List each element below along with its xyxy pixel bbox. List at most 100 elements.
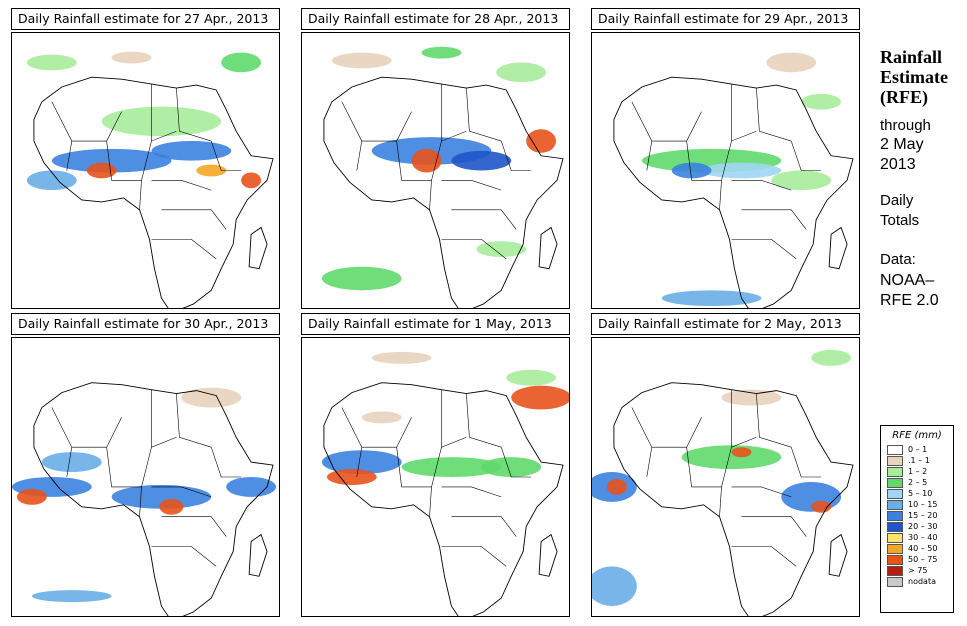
country-border — [741, 516, 807, 537]
legend-label: .1 – 1 — [908, 456, 930, 465]
rainfall-area — [331, 52, 392, 69]
rainfall-area — [151, 141, 232, 161]
country-border — [106, 437, 177, 488]
country-border — [646, 447, 653, 478]
country-border — [66, 140, 73, 171]
heading-line-2: Estimate — [880, 67, 948, 87]
rainfall-area — [31, 590, 112, 603]
legend-item: 0 – 1 — [887, 444, 953, 455]
rainfall-area — [476, 241, 527, 257]
legend-swatch — [887, 554, 903, 565]
legend-swatch — [887, 499, 903, 510]
rainfall-map[interactable] — [591, 32, 860, 309]
country-border — [51, 101, 122, 142]
rainfall-area — [41, 452, 102, 473]
country-border — [451, 516, 517, 537]
coastline — [828, 533, 848, 577]
legend-item: 20 – 30 — [887, 521, 953, 532]
rainfall-area — [421, 46, 462, 59]
panel-title: Daily Rainfall estimate for 30 Apr., 201… — [11, 313, 280, 335]
rainfall-area — [496, 62, 547, 83]
legend-item: 30 – 40 — [887, 532, 953, 543]
rainfall-area — [526, 129, 557, 153]
rainfall-area — [811, 500, 832, 513]
rainfall-map[interactable] — [301, 32, 570, 309]
rainfall-map[interactable] — [11, 32, 280, 309]
rainfall-area — [481, 457, 542, 477]
country-border — [139, 486, 142, 517]
country-border — [719, 180, 722, 210]
rainfall-area — [196, 164, 227, 177]
legend-swatch — [887, 565, 903, 576]
legend-title: RFE (mm) — [892, 430, 942, 441]
rainfall-area — [681, 445, 782, 470]
legend-label: 0 – 1 — [908, 445, 928, 454]
rainfall-area — [16, 488, 47, 505]
legend-label: 40 – 50 — [908, 544, 938, 553]
country-border — [500, 140, 532, 171]
country-border — [686, 130, 757, 181]
country-border — [151, 180, 212, 191]
legend-swatch — [887, 477, 903, 488]
rainfall-map[interactable] — [591, 337, 860, 617]
legend-label: 50 – 75 — [908, 555, 938, 564]
through-label: through — [880, 117, 931, 134]
coastline — [538, 226, 558, 270]
legend-swatch — [887, 444, 903, 455]
rainfall-area — [592, 566, 637, 607]
country-border — [719, 486, 722, 517]
country-border — [161, 209, 227, 230]
heading-line-1: Rainfall — [880, 47, 943, 67]
country-border — [466, 87, 502, 142]
rainfall-map[interactable] — [11, 337, 280, 617]
coastline — [33, 382, 274, 616]
legend-item: 15 – 20 — [887, 510, 953, 521]
legend-item: 10 – 15 — [887, 499, 953, 510]
coastline — [323, 382, 564, 616]
coastline — [828, 226, 848, 270]
legend-swatch — [887, 455, 903, 466]
rainfall-area — [731, 447, 752, 458]
country-border — [341, 407, 412, 448]
legend-swatch — [887, 510, 903, 521]
country-border — [210, 447, 242, 478]
legend-swatch — [887, 488, 903, 499]
map-canvas — [12, 382, 277, 616]
country-border — [356, 447, 363, 478]
legend-swatch — [887, 576, 903, 587]
country-border — [429, 180, 432, 210]
rainfall-area — [701, 162, 782, 179]
legend-item: 50 – 75 — [887, 554, 953, 565]
country-border — [790, 447, 822, 478]
legend-swatch — [887, 543, 903, 554]
country-border — [731, 486, 792, 498]
rainfall-area — [26, 170, 77, 191]
rainfall-map[interactable] — [301, 337, 570, 617]
country-border — [151, 546, 217, 567]
rainfall-area — [241, 172, 262, 189]
legend-label: > 75 — [908, 566, 928, 575]
rainfall-area — [321, 450, 402, 475]
rainfall-area — [86, 162, 117, 179]
totals-label: Totals — [880, 212, 920, 229]
rfe-legend: RFE (mm) 0 – 1 .1 – 1 1 – 2 2 – 5 5 – 10 10 –… — [880, 425, 954, 613]
country-border — [210, 140, 242, 171]
rainfall-area — [771, 170, 832, 191]
country-border — [451, 209, 517, 230]
country-border — [500, 447, 532, 478]
rainfall-area — [221, 52, 262, 73]
coastline — [613, 382, 854, 616]
map-panel-29-apr: Daily Rainfall estimate for 29 Apr., 201… — [591, 8, 860, 309]
country-border — [176, 393, 212, 448]
side-heading: Rainfall Estimate (RFE) — [880, 47, 948, 107]
coastline — [248, 226, 268, 270]
coastline — [538, 533, 558, 577]
rainfall-area — [811, 349, 852, 366]
source-line-2: RFE 2.0 — [880, 292, 939, 309]
rainfall-area — [411, 148, 442, 173]
legend-label: 10 – 15 — [908, 500, 938, 509]
legend-label: 2 – 5 — [908, 478, 928, 487]
legend-label: nodata — [908, 577, 936, 586]
rainfall-area — [159, 498, 184, 515]
legend-item: 2 – 5 — [887, 477, 953, 488]
